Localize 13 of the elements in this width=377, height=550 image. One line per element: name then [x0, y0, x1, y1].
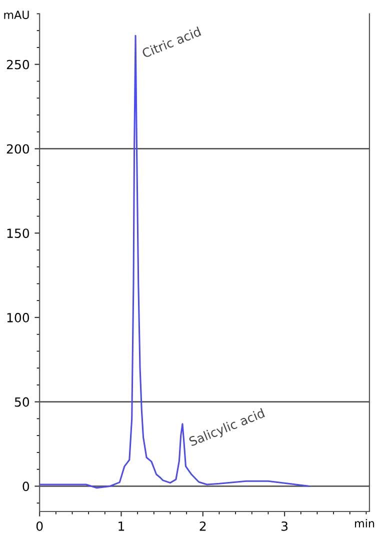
y-tick-label: 200 — [6, 144, 30, 154]
x-tick-label: 2 — [200, 521, 206, 531]
y-tick-label: 100 — [7, 312, 30, 322]
y-tick-label: 50 — [14, 397, 30, 407]
annotation: Citric acid — [141, 26, 202, 58]
x-tick-label: 3 — [282, 521, 288, 531]
x-axis-title: min — [355, 518, 374, 528]
y-tick-label: 250 — [6, 60, 30, 70]
y-tick-label: 0 — [22, 482, 30, 492]
y-tick-label: 150 — [7, 228, 30, 238]
y-axis-title: mAU — [4, 10, 29, 20]
x-tick-label: 1 — [118, 522, 124, 531]
x-tick-label: 0 — [36, 521, 43, 531]
